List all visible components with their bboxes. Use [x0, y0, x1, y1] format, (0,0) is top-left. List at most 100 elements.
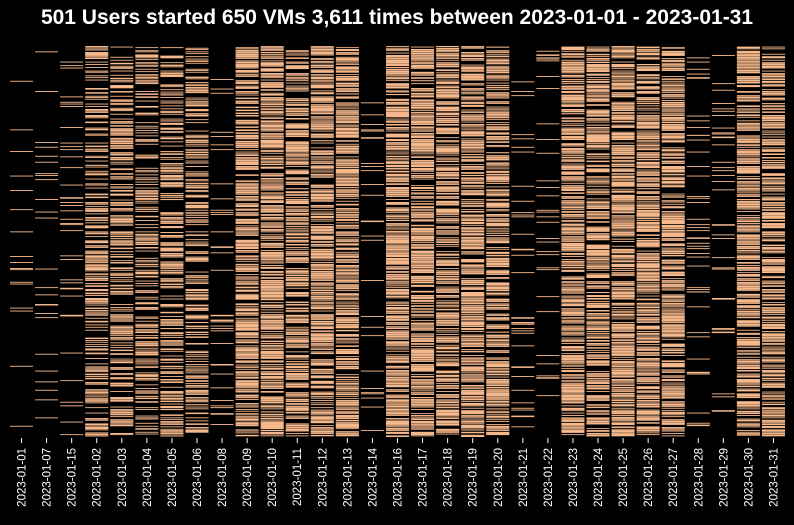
heatmap-cell [110, 223, 134, 225]
heatmap-cell [235, 382, 259, 384]
heatmap-cell [310, 52, 334, 55]
heatmap-cell [160, 333, 184, 335]
heatmap-cell [310, 195, 334, 197]
heatmap-cell [561, 65, 585, 67]
heatmap-cell [561, 243, 585, 245]
heatmap-cell [235, 377, 259, 379]
heatmap-cell [135, 199, 159, 200]
heatmap-cell [486, 190, 510, 192]
heatmap-cell [35, 161, 59, 163]
heatmap-cell [611, 325, 635, 326]
heatmap-cell [436, 337, 460, 339]
heatmap-cell [561, 217, 585, 219]
heatmap-cell [235, 225, 259, 227]
heatmap-cell [310, 113, 334, 115]
heatmap-cell [135, 392, 159, 394]
heatmap-cell [160, 398, 184, 400]
heatmap-cell [235, 120, 259, 122]
heatmap-cell [636, 222, 660, 224]
heatmap-cell [285, 260, 309, 262]
heatmap-cell [310, 287, 334, 289]
heatmap-cell [611, 265, 635, 267]
heatmap-cell [385, 307, 410, 309]
heatmap-cell [135, 195, 159, 198]
heatmap-cell [486, 324, 510, 326]
heatmap-cell [411, 392, 435, 394]
heatmap-cell [185, 245, 209, 247]
heatmap-cell [185, 365, 209, 367]
heatmap-cell [461, 293, 485, 295]
heatmap-cell [260, 217, 284, 219]
heatmap-cell [185, 113, 209, 115]
heatmap-cell [285, 374, 309, 376]
heatmap-cell [160, 403, 184, 405]
heatmap-cell [486, 294, 510, 296]
heatmap-cell [486, 398, 510, 400]
heatmap-cell [235, 277, 259, 279]
heatmap-cell [561, 192, 585, 194]
heatmap-cell [335, 77, 359, 79]
heatmap-cell [561, 238, 585, 240]
heatmap-cell [385, 187, 410, 189]
heatmap-cell [385, 136, 410, 137]
heatmap-cell [436, 130, 460, 131]
heatmap-cell [335, 334, 359, 335]
heatmap-cell [160, 250, 184, 252]
heatmap-cell [411, 400, 435, 401]
heatmap-cell [461, 138, 485, 140]
heatmap-cell [461, 338, 485, 340]
heatmap-cell [611, 169, 635, 171]
heatmap-cell [636, 166, 660, 168]
heatmap-cell [135, 378, 159, 380]
heatmap-cell [185, 97, 209, 99]
heatmap-cell [511, 402, 535, 404]
heatmap-cell [335, 394, 359, 396]
heatmap-cell [135, 272, 159, 274]
heatmap-cell [85, 304, 109, 306]
heatmap-cell [636, 174, 660, 176]
heatmap-cell [385, 110, 410, 112]
heatmap-cell [285, 131, 309, 133]
heatmap-cell [436, 69, 460, 71]
heatmap-cell [461, 287, 485, 289]
heatmap-cell [611, 259, 635, 261]
heatmap-cell [135, 154, 159, 156]
heatmap-cell [436, 177, 460, 179]
heatmap-cell [411, 296, 435, 298]
heatmap-cell [561, 101, 585, 103]
heatmap-cell [335, 425, 359, 427]
heatmap-cell [310, 283, 334, 284]
heatmap-cell [411, 212, 435, 214]
heatmap-cell [185, 331, 209, 333]
heatmap-cell [586, 82, 610, 83]
heatmap-cell [561, 358, 585, 360]
heatmap-cell [210, 131, 234, 133]
heatmap-cell [235, 49, 259, 52]
heatmap-cell [636, 158, 660, 160]
heatmap-cell [85, 53, 109, 55]
heatmap-cell [385, 109, 410, 111]
heatmap-cell [85, 433, 109, 435]
heatmap-cell [411, 115, 435, 118]
heatmap-cell [160, 105, 184, 107]
heatmap-cell [235, 244, 259, 245]
heatmap-cell [611, 329, 635, 331]
heatmap-cell [235, 166, 259, 168]
heatmap-cell [310, 104, 334, 106]
heatmap-cell [160, 398, 184, 400]
heatmap-cell [586, 216, 610, 218]
heatmap-cell [185, 194, 209, 196]
heatmap-cell [135, 157, 159, 159]
heatmap-cell [310, 46, 334, 47]
heatmap-cell [110, 142, 134, 144]
heatmap-cell [335, 293, 359, 295]
heatmap-cell [436, 86, 460, 88]
heatmap-cell [185, 244, 209, 246]
heatmap-cell [135, 390, 159, 392]
heatmap-cell [385, 202, 410, 204]
heatmap-cell [461, 269, 485, 271]
heatmap-cell [310, 169, 334, 171]
heatmap-cell [135, 367, 159, 368]
heatmap-cell [611, 211, 635, 213]
heatmap-cell [110, 274, 134, 275]
